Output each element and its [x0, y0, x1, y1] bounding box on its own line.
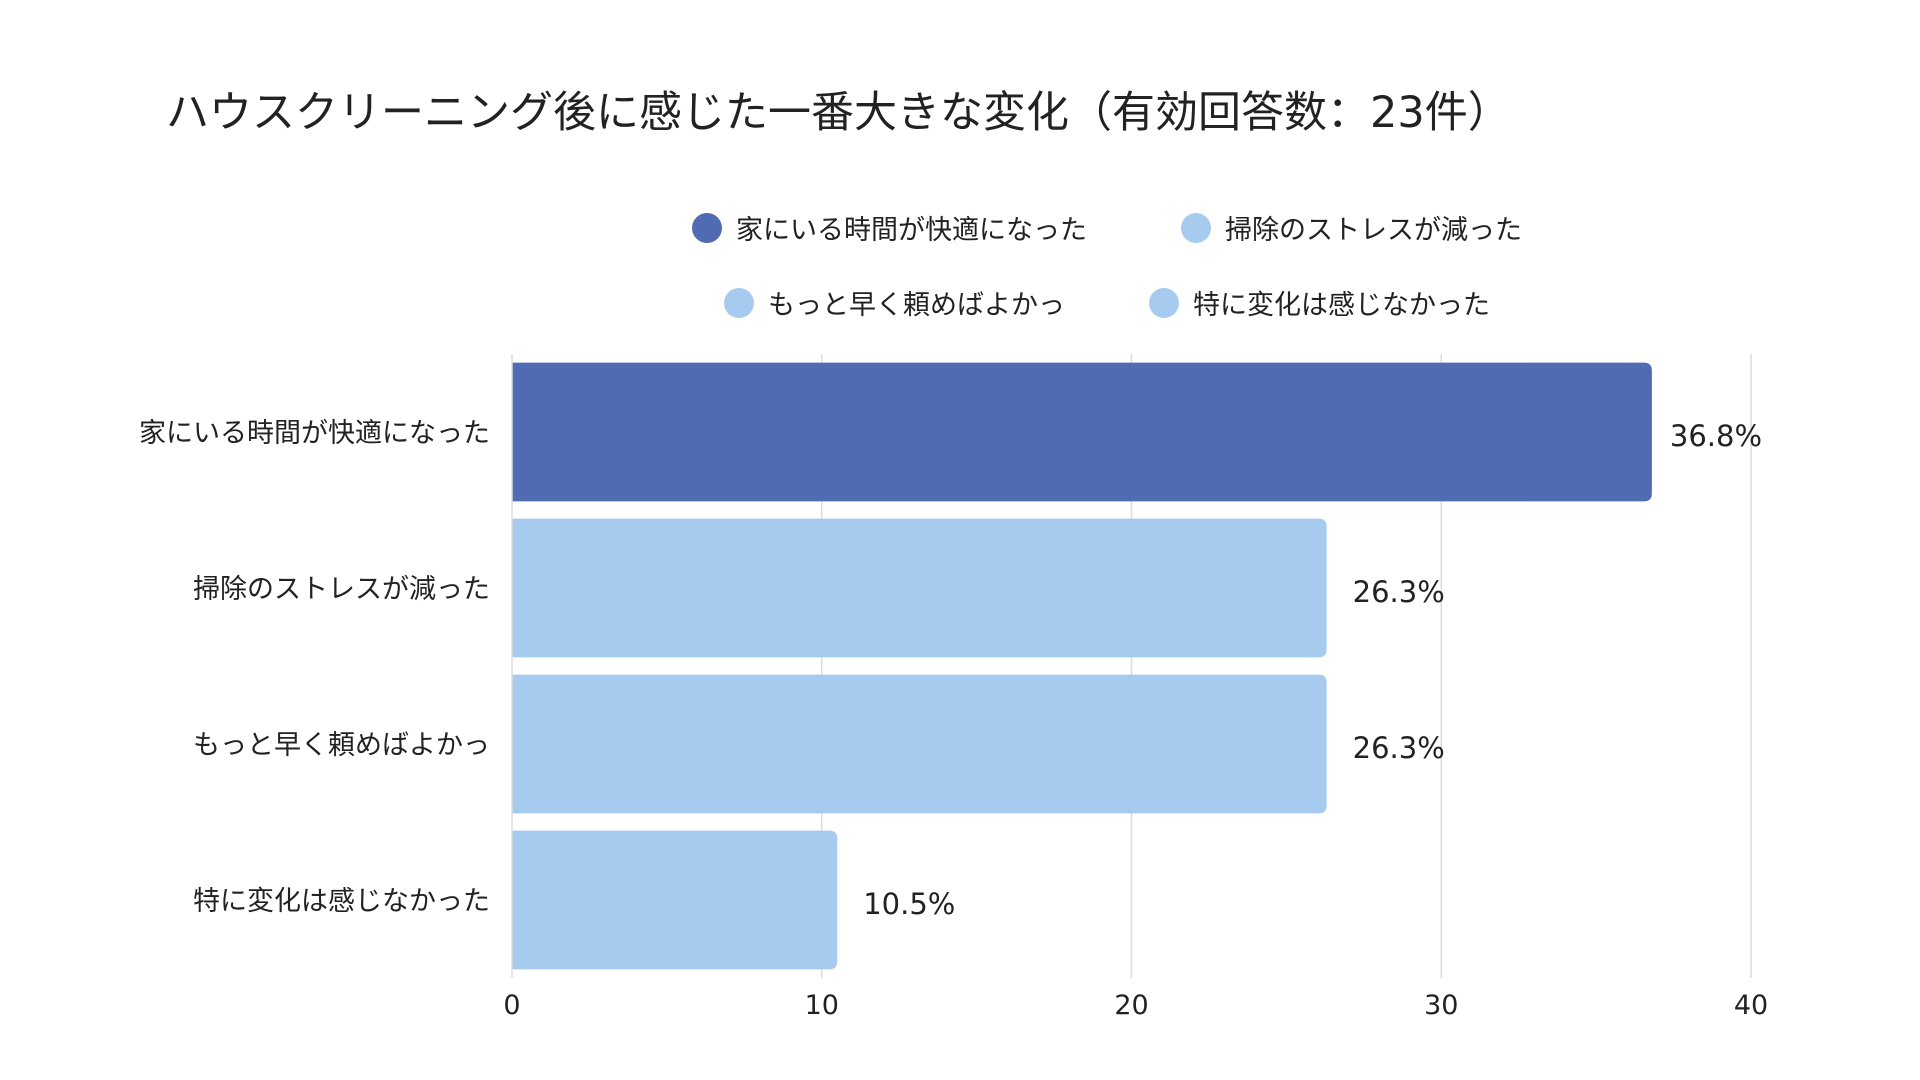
legend-dot-icon: [1181, 212, 1211, 243]
legend-item-4: 特に変化は感じなかった: [1149, 283, 1490, 322]
legend-label: 掃除のストレスが減った: [1225, 215, 1522, 246]
chart-title: ハウスクリーニング後に感じた一番大きな変化（有効回答数：23件）: [166, 88, 1511, 138]
category-label: 特に変化は感じなかった: [193, 886, 490, 917]
legend-item-1: 家にいる時間が快適になった: [692, 208, 1087, 247]
category-label: もっと早く頼めばよかっ: [193, 730, 490, 761]
bar: [512, 362, 1652, 502]
x-tick-label: 10: [805, 990, 839, 1021]
x-tick-label: 30: [1424, 990, 1458, 1021]
data-label: 36.8%: [1670, 419, 1762, 453]
category-label: 掃除のストレスが減った: [193, 574, 490, 605]
legend-item-3: もっと早く頼めばよかっ: [724, 283, 1065, 322]
bar: [512, 674, 1327, 814]
data-label: 10.5%: [863, 887, 955, 921]
bar: [512, 830, 838, 970]
legend-dot-icon: [1149, 287, 1179, 318]
legend-dot-icon: [692, 212, 722, 243]
category-label: 家にいる時間が快適になった: [139, 418, 490, 449]
legend-label: 特に変化は感じなかった: [1193, 290, 1490, 321]
legend-item-2: 掃除のストレスが減った: [1181, 208, 1522, 247]
x-tick-label: 40: [1734, 990, 1768, 1021]
bar: [512, 518, 1327, 658]
legend-label: 家にいる時間が快適になった: [736, 215, 1087, 246]
data-label: 26.3%: [1353, 731, 1445, 765]
data-label: 26.3%: [1353, 575, 1445, 609]
x-tick-label: 20: [1114, 990, 1148, 1021]
legend-dot-icon: [724, 287, 754, 318]
x-tick-label: 0: [503, 990, 520, 1021]
legend-label: もっと早く頼めばよかっ: [768, 290, 1065, 321]
